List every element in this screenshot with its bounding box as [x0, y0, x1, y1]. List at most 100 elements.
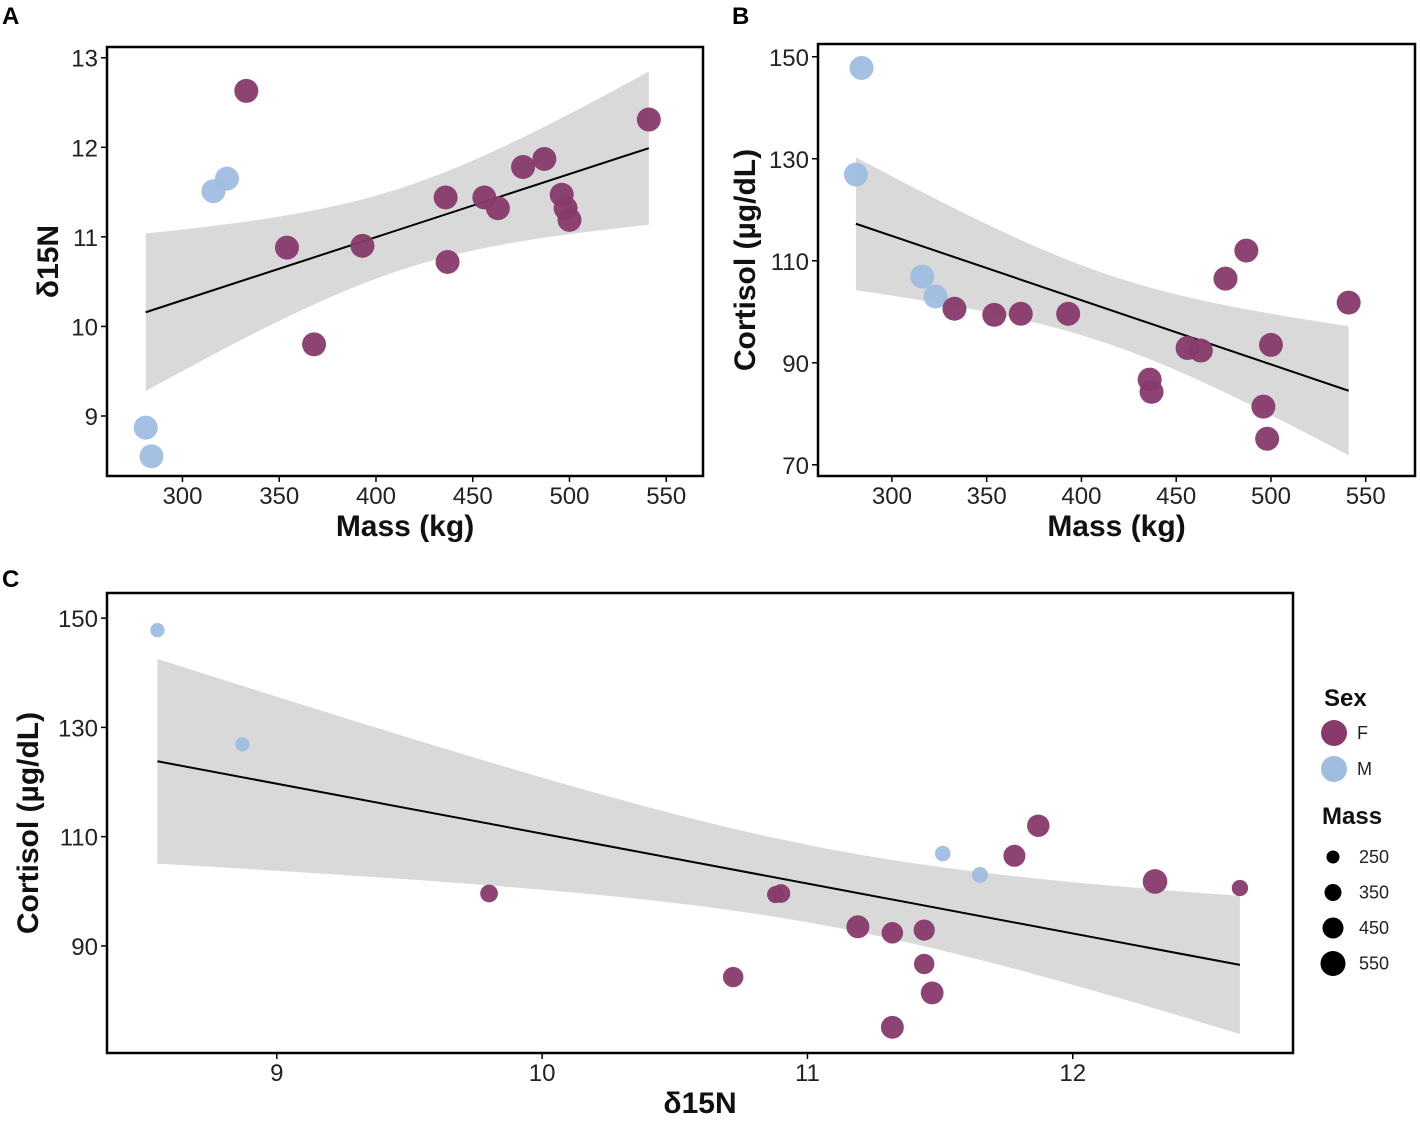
data-point-f: [1258, 332, 1283, 357]
y-tick-label: 130: [769, 147, 809, 174]
data-point-f: [1003, 844, 1026, 867]
data-point-f: [1008, 301, 1033, 326]
data-point-f: [1251, 394, 1276, 419]
data-point-m: [133, 415, 158, 440]
data-point-f: [1188, 338, 1213, 363]
data-point-f: [511, 155, 536, 180]
y-tick-label: 13: [71, 46, 98, 73]
x-tick-label: 350: [967, 483, 1007, 510]
regression-line: [157, 760, 1241, 966]
x-tick-label: 300: [162, 483, 202, 510]
y-tick-label: 150: [58, 606, 98, 633]
legend: Sex FM Mass 250 350 450 550: [1320, 685, 1389, 976]
panel-label: C: [2, 566, 19, 593]
data-point-f: [1139, 379, 1164, 404]
legend-label: M: [1357, 759, 1372, 779]
legend-label: F: [1357, 723, 1368, 743]
data-point-f: [435, 249, 460, 274]
y-tick-label: 12: [71, 135, 98, 162]
x-axis-title: Mass (kg): [1047, 510, 1185, 543]
x-tick-label: 350: [259, 483, 299, 510]
data-point-f: [982, 302, 1007, 327]
x-tick-label: 550: [1346, 483, 1386, 510]
data-point-f: [913, 919, 935, 941]
plot-frame: [105, 591, 1295, 1055]
x-tick-label: 300: [872, 483, 912, 510]
data-point-m: [843, 162, 868, 187]
x-tick-label: 11: [795, 1060, 820, 1087]
data-point-f: [350, 233, 375, 258]
data-point-f: [1142, 869, 1168, 894]
data-point-m: [910, 264, 935, 289]
legend-size-marker: [1322, 917, 1344, 939]
data-point-f: [771, 884, 791, 903]
y-tick-label: 110: [771, 249, 809, 276]
y-tick-label: 150: [769, 45, 809, 72]
x-tick-label: 500: [549, 483, 589, 510]
data-point-f: [846, 915, 870, 939]
data-point-m: [235, 737, 250, 752]
legend-mass-title: Mass: [1322, 803, 1382, 830]
data-point-f: [1336, 290, 1361, 315]
x-tick-label: 400: [356, 483, 396, 510]
data-point-f: [636, 107, 661, 132]
y-tick-label: 9: [85, 404, 98, 431]
legend-size-marker: [1324, 884, 1342, 901]
y-tick-label: 70: [782, 453, 809, 480]
y-tick-label: 90: [71, 934, 98, 961]
data-point-f: [942, 296, 967, 321]
legend-sex-title: Sex: [1324, 685, 1367, 712]
legend-label: 450: [1359, 918, 1389, 938]
y-axis-title: Cortisol (µg/dL): [12, 712, 45, 934]
data-point-f: [1231, 879, 1249, 897]
data-point-f: [302, 332, 327, 357]
legend-label: 250: [1359, 847, 1389, 867]
legend-swatch-m: [1321, 756, 1347, 782]
x-axis-title: Mass (kg): [336, 510, 474, 543]
y-tick-label: 110: [60, 825, 98, 852]
data-point-f: [480, 884, 498, 903]
y-tick-label: 130: [58, 715, 98, 742]
data-point-f: [920, 981, 944, 1005]
x-tick-label: 450: [1156, 483, 1196, 510]
legend-size-marker: [1320, 951, 1346, 976]
regression-line: [145, 147, 650, 314]
y-tick-label: 11: [73, 225, 98, 252]
x-tick-label: 450: [453, 483, 493, 510]
plot-frame: [105, 45, 705, 478]
data-point-m: [150, 622, 165, 638]
panel-label: A: [2, 3, 19, 30]
data-point-f: [433, 185, 458, 210]
data-point-m: [214, 166, 239, 191]
data-point-f: [881, 922, 904, 944]
x-tick-label: 550: [646, 483, 686, 510]
data-point-f: [234, 78, 259, 103]
data-point-m: [923, 284, 948, 309]
data-point-f: [1234, 238, 1259, 263]
legend-swatch-f: [1321, 720, 1347, 746]
confidence-band: [145, 71, 649, 392]
panel-c: 9 10 11 12 90 110 130 150 δ15N Cortisol (µg/dL) C: [2, 566, 1295, 1120]
data-point-f: [1056, 301, 1081, 326]
regression-line: [855, 222, 1349, 392]
y-axis-title: Cortisol (µg/dL): [729, 149, 762, 371]
data-point-f: [880, 1015, 904, 1039]
data-point-m: [934, 845, 951, 862]
plot-frame: [816, 42, 1417, 478]
panel-label: B: [732, 3, 749, 30]
legend-label: 550: [1359, 954, 1389, 974]
data-point-f: [722, 966, 744, 988]
y-tick-label: 10: [71, 314, 98, 341]
data-point-f: [1213, 266, 1238, 291]
y-tick-label: 90: [782, 351, 809, 378]
x-tick-label: 400: [1061, 483, 1101, 510]
data-point-f: [532, 146, 557, 171]
legend-label: 350: [1359, 883, 1389, 903]
data-point-f: [557, 207, 582, 232]
data-point-f: [1255, 426, 1280, 451]
x-axis-title: δ15N: [663, 1087, 736, 1120]
data-point-f: [913, 953, 935, 975]
legend-size-marker: [1326, 850, 1340, 864]
y-axis-title: δ15N: [32, 225, 65, 298]
